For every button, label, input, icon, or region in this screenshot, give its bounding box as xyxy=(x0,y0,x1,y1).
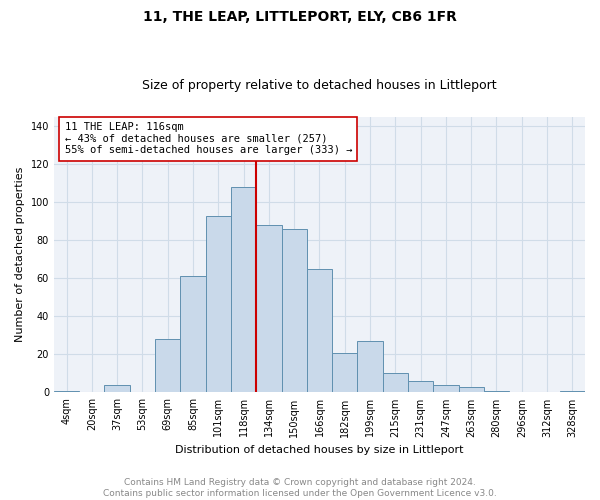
Bar xyxy=(560,390,585,392)
Bar xyxy=(206,216,231,392)
Bar xyxy=(231,187,256,392)
Bar xyxy=(484,390,509,392)
Bar xyxy=(332,352,358,393)
Bar xyxy=(155,339,181,392)
Y-axis label: Number of detached properties: Number of detached properties xyxy=(15,167,25,342)
Bar xyxy=(408,381,433,392)
Title: Size of property relative to detached houses in Littleport: Size of property relative to detached ho… xyxy=(142,79,497,92)
X-axis label: Distribution of detached houses by size in Littleport: Distribution of detached houses by size … xyxy=(175,445,464,455)
Bar xyxy=(307,269,332,392)
Bar xyxy=(281,229,307,392)
Bar xyxy=(54,390,79,392)
Bar xyxy=(181,276,206,392)
Bar xyxy=(458,386,484,392)
Text: 11 THE LEAP: 116sqm
← 43% of detached houses are smaller (257)
55% of semi-detac: 11 THE LEAP: 116sqm ← 43% of detached ho… xyxy=(65,122,352,156)
Bar xyxy=(358,341,383,392)
Text: 11, THE LEAP, LITTLEPORT, ELY, CB6 1FR: 11, THE LEAP, LITTLEPORT, ELY, CB6 1FR xyxy=(143,10,457,24)
Bar xyxy=(433,385,458,392)
Bar xyxy=(383,374,408,392)
Bar xyxy=(104,385,130,392)
Bar xyxy=(256,225,281,392)
Text: Contains HM Land Registry data © Crown copyright and database right 2024.
Contai: Contains HM Land Registry data © Crown c… xyxy=(103,478,497,498)
